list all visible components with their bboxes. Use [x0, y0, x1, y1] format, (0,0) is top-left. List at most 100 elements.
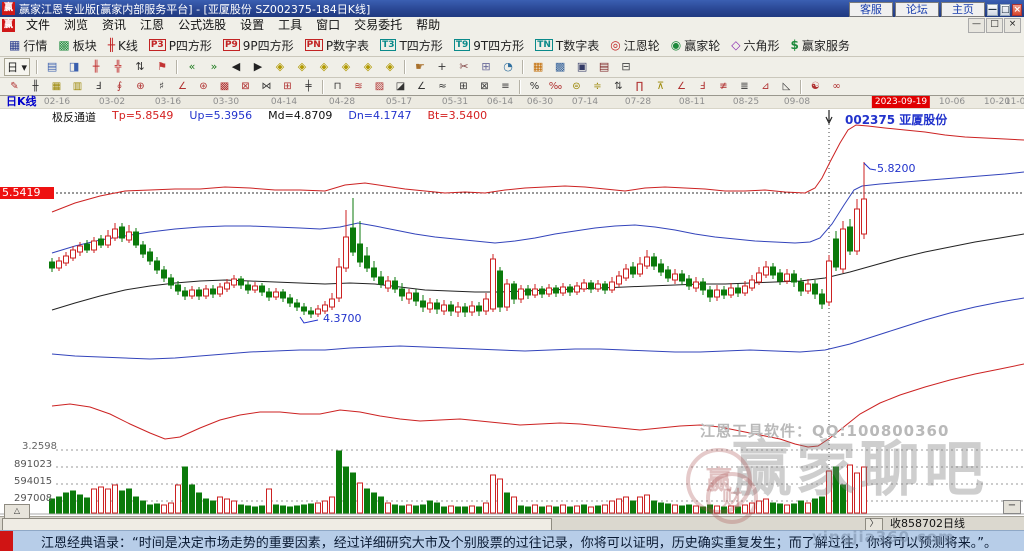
pressure-line-icon[interactable]: ∏	[635, 80, 644, 92]
toolbar-button-赢家服务[interactable]: $ 赢家服务	[785, 36, 854, 55]
menu-item-江恩[interactable]: 江恩	[140, 18, 165, 32]
bracket-tool-icon[interactable]: ⊓	[333, 80, 342, 92]
grid-red-icon[interactable]: ⊞	[283, 80, 292, 92]
menu-item-帮助[interactable]: 帮助	[416, 18, 441, 32]
fan-red-icon[interactable]: Ⅎ	[699, 80, 706, 92]
bar-divider-icon[interactable]: ╪	[305, 80, 312, 92]
kline-style2-icon[interactable]: ╬	[114, 60, 122, 73]
calendar-icon[interactable]: ▦	[532, 60, 544, 73]
save-icon[interactable]: ▣	[576, 60, 588, 73]
gann-diamond-icon[interactable]: ◈	[363, 60, 373, 73]
parallel-lines-icon[interactable]: ≣	[740, 80, 749, 92]
wheel-tool-icon[interactable]: ⊛	[199, 80, 208, 92]
gann-grid-icon[interactable]: ▦	[51, 80, 62, 92]
toolbar-button-T四方形[interactable]: T3 T四方形	[375, 36, 448, 55]
golden-ratio-icon[interactable]: ⊜	[572, 80, 581, 92]
wave-tool-icon[interactable]: ≋	[354, 80, 363, 92]
toolbar-button-K线[interactable]: ╫ K线	[103, 36, 143, 55]
menu-item-交易委托[interactable]: 交易委托	[354, 18, 403, 32]
menu-item-设置[interactable]: 设置	[240, 18, 265, 32]
toolbar-button-赢家轮[interactable]: ◉ 赢家轮	[666, 36, 726, 55]
taiji-icon[interactable]: ☯	[811, 80, 820, 92]
grid-tool-icon[interactable]: ⊞	[481, 60, 491, 73]
shade-grid-icon[interactable]: ▨	[374, 80, 385, 92]
toolbar-button-T数字表[interactable]: TN T数字表	[530, 36, 604, 55]
toolbar-button-9T四方形[interactable]: T9 9T四方形	[449, 36, 529, 55]
minimize-button[interactable]: —	[986, 4, 998, 16]
period-dropdown[interactable]: 日 ▾	[4, 58, 31, 76]
titlebar-button-客服[interactable]: 客服	[848, 1, 893, 17]
grid-black-icon[interactable]: ⊞	[459, 80, 468, 92]
gann-diamond-icon[interactable]: ◈	[385, 60, 395, 73]
candle-scale-icon[interactable]: ⇅	[135, 60, 145, 73]
golden-line-icon[interactable]: ≑	[593, 80, 602, 92]
hand-tool-icon[interactable]: ☛	[415, 60, 425, 73]
mdi-restore-button[interactable]: □	[986, 18, 1003, 33]
lines-tool-icon[interactable]: ≡	[501, 80, 510, 92]
mdi-close-button[interactable]: ×	[1004, 18, 1021, 33]
export-icon[interactable]: ⊟	[621, 60, 631, 73]
toolbar-button-行情[interactable]: ▦ 行情	[4, 36, 52, 55]
menu-item-窗口[interactable]: 窗口	[316, 18, 341, 32]
cut-tool-icon[interactable]: ✂	[459, 60, 469, 73]
pane-expand-button[interactable]: △	[4, 504, 30, 519]
pane-minimize-button[interactable]: −	[1003, 500, 1021, 514]
hash-grid-icon[interactable]: ╫	[32, 80, 39, 92]
toolbar-button-P数字表[interactable]: PN P数字表	[300, 36, 374, 55]
menu-item-公式选股[interactable]: 公式选股	[178, 18, 227, 32]
gann-angle-icon[interactable]: ∠	[677, 80, 686, 92]
triangle2-tool-icon[interactable]: ◺	[782, 80, 791, 92]
menu-item-浏览[interactable]: 浏览	[64, 18, 89, 32]
gann-diamond-icon[interactable]: ◈	[319, 60, 329, 73]
chart-region[interactable]: 日K线 02-16 03-02 03-16 03-30 04-14 04-28 05-17 0…	[0, 96, 1024, 524]
gann-diamond-icon[interactable]: ◈	[341, 60, 351, 73]
spiral-tool-icon[interactable]: ∮	[116, 80, 123, 92]
menu-item-文件[interactable]: 文件	[26, 18, 51, 32]
triangle-tool-icon[interactable]: ⊿	[761, 80, 770, 92]
maximize-button[interactable]: □	[999, 4, 1011, 16]
wave2-tool-icon[interactable]: ≈	[438, 80, 447, 92]
ratio-grid-icon[interactable]: ♯	[159, 80, 164, 92]
toolbar-button-江恩轮[interactable]: ◎ 江恩轮	[605, 36, 665, 55]
angle2-tool-icon[interactable]: ∠	[417, 80, 426, 92]
fan-line-icon[interactable]: Ⅎ	[95, 80, 102, 92]
trend-lines-icon[interactable]: ≢	[719, 80, 728, 92]
box-tool-icon[interactable]: ⊠	[241, 80, 250, 92]
flag-marker-icon[interactable]: ⚑	[157, 60, 167, 73]
menu-item-资讯[interactable]: 资讯	[102, 18, 127, 32]
toolbar-button-P四方形[interactable]: P3 P四方形	[144, 36, 217, 55]
toolbar-button-板块[interactable]: ▩ 板块	[53, 36, 101, 55]
gann-diamond-icon[interactable]: ◈	[275, 60, 285, 73]
pencil-tool-icon[interactable]: ✎	[10, 80, 19, 92]
gann-diamond-icon[interactable]: ◈	[297, 60, 307, 73]
last-page-icon[interactable]: »	[210, 60, 218, 73]
next-bar-icon[interactable]: ▶	[253, 60, 263, 73]
gann-grid2-icon[interactable]: ▥	[72, 80, 83, 92]
kline-style-icon[interactable]: ╫	[92, 60, 100, 73]
prev-bar-icon[interactable]: ◀	[231, 60, 241, 73]
pyramid-tool-icon[interactable]: ⊼	[656, 80, 665, 92]
half-square-icon[interactable]: ◪	[395, 80, 406, 92]
candlestick-chart[interactable]	[0, 96, 1024, 516]
mdi-minimize-button[interactable]: —	[968, 18, 985, 33]
box-black-icon[interactable]: ⊠	[480, 80, 489, 92]
angle-tool-icon[interactable]: ∠	[178, 80, 187, 92]
square-tool-icon[interactable]: ▩	[219, 80, 230, 92]
titlebar-button-主页[interactable]: 主页	[940, 1, 985, 17]
titlebar-button-论坛[interactable]: 论坛	[894, 1, 939, 17]
menu-item-工具[interactable]: 工具	[278, 18, 303, 32]
close-button[interactable]: ×	[1012, 4, 1022, 16]
time-price-icon[interactable]: ⋈	[261, 80, 272, 92]
layout-icon[interactable]: ▤	[598, 60, 610, 73]
calculator-icon[interactable]: ▩	[554, 60, 566, 73]
time-cycle-icon[interactable]: ◔	[503, 60, 513, 73]
toolbar-button-六角形[interactable]: ◇ 六角形	[726, 36, 784, 55]
info-panel-icon[interactable]: ◨	[68, 60, 80, 73]
infinity-icon[interactable]: ∞	[832, 80, 841, 92]
updown-tool-icon[interactable]: ⇅	[614, 80, 623, 92]
crosshair-icon[interactable]: +	[437, 60, 447, 73]
first-page-icon[interactable]: «	[188, 60, 196, 73]
chart-panel-icon[interactable]: ▤	[46, 60, 58, 73]
toolbar-button-9P四方形[interactable]: P9 9P四方形	[218, 36, 299, 55]
permille-tool-icon[interactable]: ‰	[548, 80, 563, 92]
